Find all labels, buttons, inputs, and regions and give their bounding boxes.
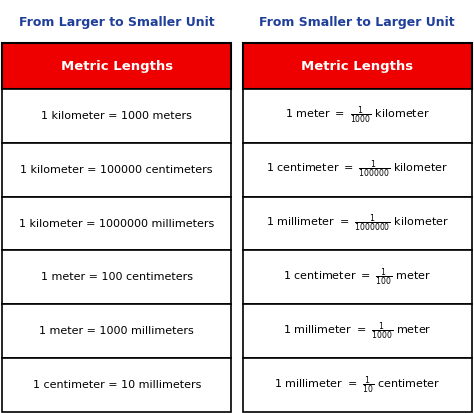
Text: Metric Lengths: Metric Lengths <box>61 59 173 73</box>
Text: 1 kilometer = 1000000 millimeters: 1 kilometer = 1000000 millimeters <box>19 218 214 228</box>
Bar <box>2 89 231 142</box>
Bar <box>243 304 472 358</box>
Text: Metric Lengths: Metric Lengths <box>301 59 413 73</box>
Bar <box>2 197 231 250</box>
Bar <box>2 250 231 304</box>
Text: $\mathrm{1\ meter\ =\ }\frac{1}{1000}\ \mathrm{kilometer}$: $\mathrm{1\ meter\ =\ }\frac{1}{1000}\ \… <box>285 105 429 126</box>
Text: 1 meter = 100 centimeters: 1 meter = 100 centimeters <box>41 273 193 282</box>
Bar <box>2 358 231 412</box>
Text: $\mathrm{1\ centimeter\ =\ }\frac{1}{100}\ \mathrm{meter}$: $\mathrm{1\ centimeter\ =\ }\frac{1}{100… <box>283 267 431 288</box>
Bar <box>243 43 472 89</box>
Text: 1 kilometer = 1000 meters: 1 kilometer = 1000 meters <box>41 111 192 121</box>
Bar <box>243 197 472 250</box>
Bar <box>243 358 472 412</box>
Bar <box>2 142 231 197</box>
Text: From Larger to Smaller Unit: From Larger to Smaller Unit <box>19 16 215 29</box>
Text: $\mathrm{1\ millimeter\ =\ }\frac{1}{1000000}\ \mathrm{kilometer}$: $\mathrm{1\ millimeter\ =\ }\frac{1}{100… <box>266 213 449 234</box>
Text: $\mathrm{1\ millimeter\ =\ }\frac{1}{10}\ \mathrm{centimeter}$: $\mathrm{1\ millimeter\ =\ }\frac{1}{10}… <box>274 375 440 396</box>
Bar <box>243 89 472 142</box>
Bar <box>2 43 231 89</box>
Text: 1 centimeter = 10 millimeters: 1 centimeter = 10 millimeters <box>33 380 201 390</box>
Bar <box>243 142 472 197</box>
Text: $\mathrm{1\ millimeter\ =\ }\frac{1}{1000}\ \mathrm{meter}$: $\mathrm{1\ millimeter\ =\ }\frac{1}{100… <box>283 320 431 342</box>
Text: 1 meter = 1000 millimeters: 1 meter = 1000 millimeters <box>39 326 194 336</box>
Text: 1 kilometer = 100000 centimeters: 1 kilometer = 100000 centimeters <box>20 165 213 175</box>
Text: From Smaller to Larger Unit: From Smaller to Larger Unit <box>259 16 455 29</box>
Text: $\mathrm{1\ centimeter\ =\ }\frac{1}{100000}\ \mathrm{kilometer}$: $\mathrm{1\ centimeter\ =\ }\frac{1}{100… <box>266 159 448 180</box>
Bar <box>243 250 472 304</box>
Bar <box>2 304 231 358</box>
